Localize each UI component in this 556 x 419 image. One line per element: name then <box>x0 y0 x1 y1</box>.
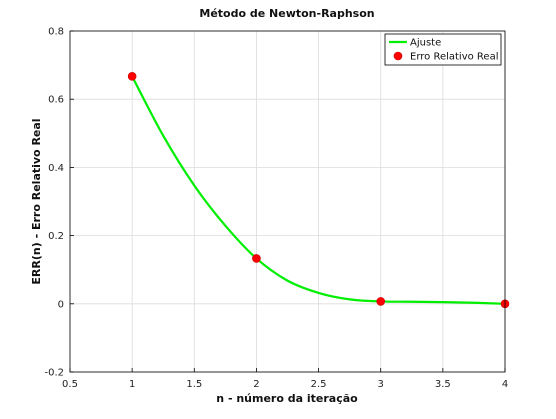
y-tick-label: 0.4 <box>48 163 64 174</box>
data-point-erro-relativo-real <box>376 297 386 306</box>
x-tick-label: 1 <box>129 379 135 390</box>
y-tick-label: 0.8 <box>48 27 64 38</box>
y-axis-label: ERR(n) - Erro Relativo Real <box>30 118 43 284</box>
y-tick-label: -0.2 <box>44 368 64 379</box>
data-point-erro-relativo-real <box>252 254 261 263</box>
chart-title: Método de Newton-Raphson <box>199 7 374 20</box>
x-tick-label: 2 <box>253 379 259 390</box>
x-tick-label: 0.5 <box>62 379 78 390</box>
x-tick-label: 4 <box>502 379 508 390</box>
tick-labels: 0.5 1 1.5 2 2.5 3 3.5 4 -0.2 0 0.2 0.4 0.6 0.8 <box>44 27 508 391</box>
x-tick-label: 3 <box>378 379 384 390</box>
plot-frame <box>69 30 506 373</box>
legend-box <box>384 33 502 66</box>
series-line-ajuste <box>131 75 506 305</box>
legend-label-erro-relativo-real: Erro Relativo Real <box>410 52 498 63</box>
y-tick-label: 0.6 <box>48 95 64 106</box>
x-tick-label: 1.5 <box>186 379 202 390</box>
legend-swatch-erro-relativo-real <box>393 51 403 61</box>
legend: Ajuste Erro Relativo Real <box>384 33 502 66</box>
x-tick-label: 2.5 <box>311 379 327 390</box>
legend-label-ajuste: Ajuste <box>410 38 441 49</box>
x-axis-label: n - número da iteração <box>216 392 358 405</box>
y-tick-label: 0 <box>58 299 64 310</box>
y-tick-label: 0.2 <box>48 231 64 242</box>
x-tick-label: 3.5 <box>435 379 451 390</box>
plot-area <box>70 31 505 372</box>
data-point-erro-relativo-real <box>127 72 137 81</box>
